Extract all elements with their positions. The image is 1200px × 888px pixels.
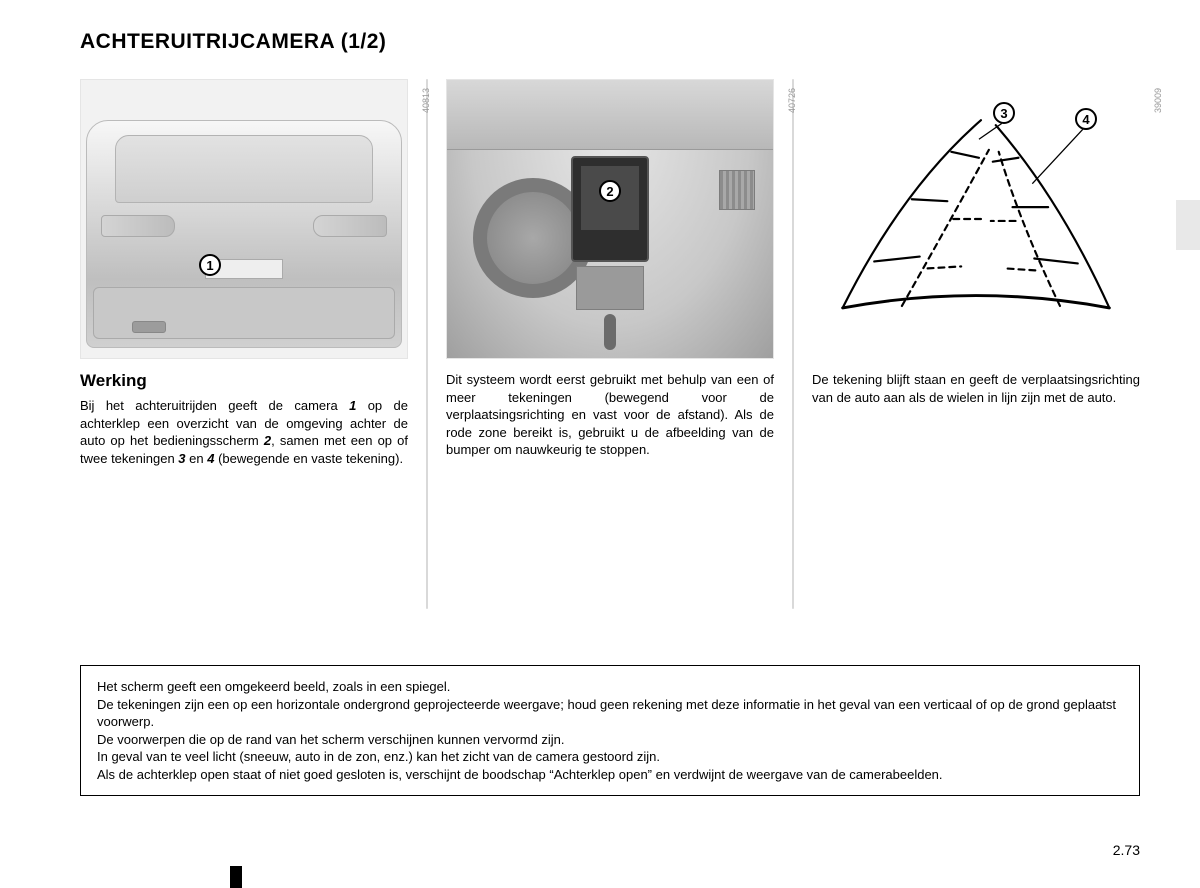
page-title: ACHTERUITRIJCAMERA (1/2) [80,30,1140,54]
figure-guidelines: 39009 [812,79,1140,359]
section-heading-werking: Werking [80,371,408,391]
figure-dashboard: 40726 2 [446,79,774,359]
content-columns: 40813 1 Werking Bij het achteruitrijden … [80,79,1140,609]
col1-text-e: (bewegende en vaste tekening). [214,451,403,466]
col2-paragraph: Dit systeem wordt eerst gebruikt met beh… [446,371,774,459]
note-box: Het scherm geeft een omgekeerd beeld, zo… [80,665,1140,796]
car-rear-illustration [86,120,402,348]
col1-text-d: en [186,451,208,466]
note-line-5: Als de achterklep open staat of niet goe… [97,766,1123,784]
column-divider-1 [426,79,428,609]
column-divider-2 [792,79,794,609]
footer-crop-mark [230,866,242,888]
figure-id-2: 40726 [787,88,797,113]
column-1: 40813 1 Werking Bij het achteruitrijden … [80,79,408,609]
callout-2: 2 [599,180,621,202]
note-line-4: In geval van te veel licht (sneeuw, auto… [97,748,1123,766]
figure-car-rear: 40813 1 [80,79,408,359]
col1-text-a: Bij het achteruitrijden geeft de camera [80,398,349,413]
dashboard-illustration [447,80,773,358]
col1-paragraph: Bij het achteruitrijden geeft de camera … [80,397,408,467]
col1-ref2: 2 [264,433,271,448]
column-3: 39009 [812,79,1140,609]
figure-id-3: 39009 [1153,88,1163,113]
note-line-1: Het scherm geeft een omgekeerd beeld, zo… [97,678,1123,696]
thumb-index-tab [1176,200,1200,250]
col1-ref3: 3 [178,451,185,466]
note-line-2: De tekeningen zijn een op een horizontal… [97,696,1123,731]
callout-3: 3 [993,102,1015,124]
note-line-3: De voorwerpen die op de rand van het sch… [97,731,1123,749]
figure-id-1: 40813 [421,88,431,113]
column-2: 40726 2 Dit systeem wordt eerst gebruikt… [446,79,774,609]
callout-4: 4 [1075,108,1097,130]
page-number: 2.73 [1113,842,1140,858]
col3-paragraph: De tekening blijft staan en geeft de ver… [812,371,1140,406]
callout-1: 1 [199,254,221,276]
